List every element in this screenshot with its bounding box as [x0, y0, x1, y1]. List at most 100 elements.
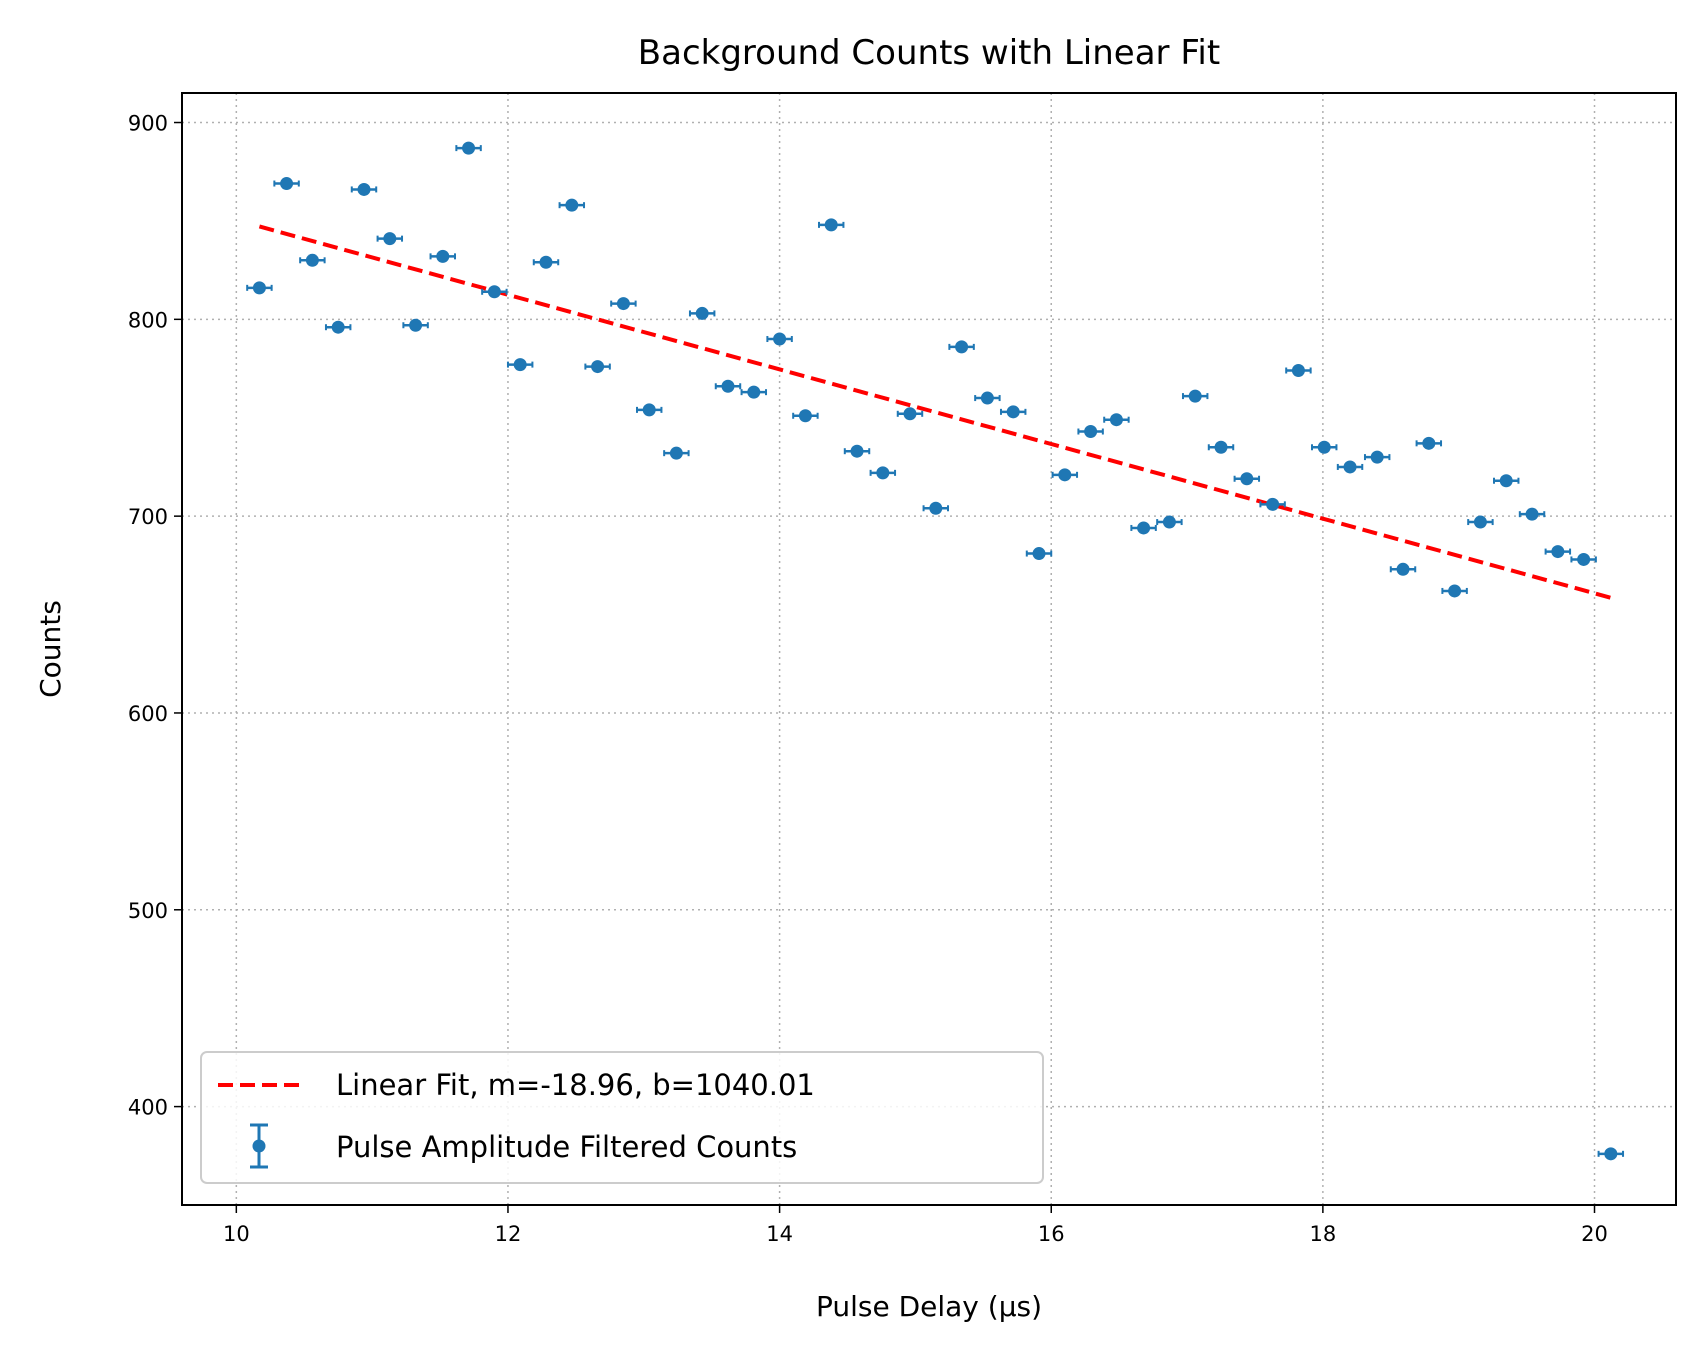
data-point: [610, 297, 637, 311]
y-tick-label: 900: [128, 112, 168, 136]
point-marker: [1214, 440, 1228, 454]
data-point: [324, 320, 352, 334]
data-point: [1311, 440, 1338, 454]
point-marker: [1422, 436, 1436, 450]
data-point: [1389, 562, 1417, 576]
plot-frame: [181, 92, 1677, 1206]
point-marker: [1058, 468, 1072, 482]
point-marker: [1499, 474, 1513, 488]
point-marker: [1032, 547, 1046, 561]
data-point: [1130, 521, 1157, 535]
point-marker: [980, 391, 994, 405]
data-point: [429, 249, 456, 263]
data-point: [1181, 389, 1209, 403]
point-marker: [487, 285, 501, 299]
data-point: [974, 391, 1001, 405]
point-marker: [824, 218, 838, 232]
x-tick-label: 18: [1310, 1222, 1337, 1246]
x-axis-label: Pulse Delay (µs): [816, 1290, 1042, 1323]
data-point: [635, 403, 663, 417]
data-point: [532, 255, 560, 269]
point-marker: [591, 360, 605, 374]
data-point: [714, 379, 742, 393]
point-marker: [383, 232, 397, 246]
point-marker: [929, 501, 943, 515]
chart-title: Background Counts with Linear Fit: [638, 33, 1220, 73]
legend: Linear Fit, m=-18.96, b=1040.01 Pulse Am…: [200, 1051, 1044, 1184]
point-marker: [850, 444, 864, 458]
data-point: [376, 232, 404, 246]
point-marker: [539, 255, 553, 269]
data-point: [740, 385, 768, 399]
point-marker: [876, 466, 890, 480]
point-marker: [252, 281, 266, 295]
data-point: [273, 177, 300, 191]
data-point: [1363, 450, 1391, 464]
data-point: [350, 182, 378, 196]
y-axis-label: Counts: [34, 600, 67, 698]
y-tick-label: 600: [128, 702, 168, 726]
data-point: [663, 446, 690, 460]
point-marker: [1343, 460, 1357, 474]
y-tick-label: 700: [128, 505, 168, 529]
fit-line: [258, 224, 1612, 600]
legend-data-marker: [252, 1139, 266, 1153]
data-point: [948, 340, 975, 354]
data-point: [1103, 413, 1130, 427]
data-point: [1544, 545, 1572, 559]
x-tick-label: 14: [766, 1222, 793, 1246]
point-marker: [462, 141, 476, 155]
data-point: [1570, 552, 1597, 566]
data-point: [1285, 364, 1312, 378]
data-point: [1233, 472, 1261, 486]
data-point: [688, 306, 716, 320]
y-tick-label: 800: [128, 308, 168, 332]
point-marker: [903, 407, 917, 421]
data-point: [558, 198, 586, 212]
point-marker: [1137, 521, 1151, 535]
point-marker: [409, 318, 423, 332]
point-marker: [280, 177, 294, 191]
data-point: [1441, 584, 1468, 598]
point-marker: [436, 249, 450, 263]
point-marker: [616, 297, 630, 311]
point-marker: [1370, 450, 1384, 464]
legend-fit-label: Linear Fit, m=-18.96, b=1040.01: [336, 1068, 815, 1102]
data-point: [1077, 425, 1104, 439]
x-tick-label: 16: [1038, 1222, 1065, 1246]
data-point: [506, 358, 534, 372]
point-marker: [1551, 545, 1565, 559]
point-marker: [747, 385, 761, 399]
point-marker: [1604, 1147, 1618, 1161]
point-marker: [331, 320, 345, 334]
data-point: [869, 466, 897, 480]
point-marker: [565, 198, 579, 212]
x-tick-label: 10: [223, 1222, 250, 1246]
point-marker: [1473, 515, 1487, 529]
point-marker: [773, 332, 787, 346]
data-point: [817, 218, 845, 232]
point-marker: [305, 253, 319, 267]
point-marker: [642, 403, 656, 417]
data-point: [1025, 547, 1053, 561]
data-point: [402, 318, 429, 332]
legend-box: [200, 1051, 1044, 1184]
data-point: [1336, 460, 1364, 474]
point-marker: [1317, 440, 1331, 454]
legend-data-label: Pulse Amplitude Filtered Counts: [336, 1130, 797, 1164]
data-point: [1051, 468, 1079, 482]
axis-ticks: 10 12 14 16 18 20 400 500 600 700 800 900: [128, 112, 1608, 1246]
x-tick-label: 20: [1581, 1222, 1608, 1246]
data-point: [1415, 436, 1443, 450]
data-point: [1156, 515, 1183, 529]
data-point: [299, 253, 326, 267]
x-tick-label: 12: [495, 1222, 522, 1246]
data-point: [1467, 515, 1494, 529]
data-point: [922, 501, 950, 515]
point-marker: [1525, 507, 1539, 521]
data-point: [792, 409, 819, 423]
point-marker: [1240, 472, 1254, 486]
data-point: [1597, 1147, 1625, 1161]
point-marker: [1084, 425, 1098, 439]
point-marker: [1396, 562, 1410, 576]
